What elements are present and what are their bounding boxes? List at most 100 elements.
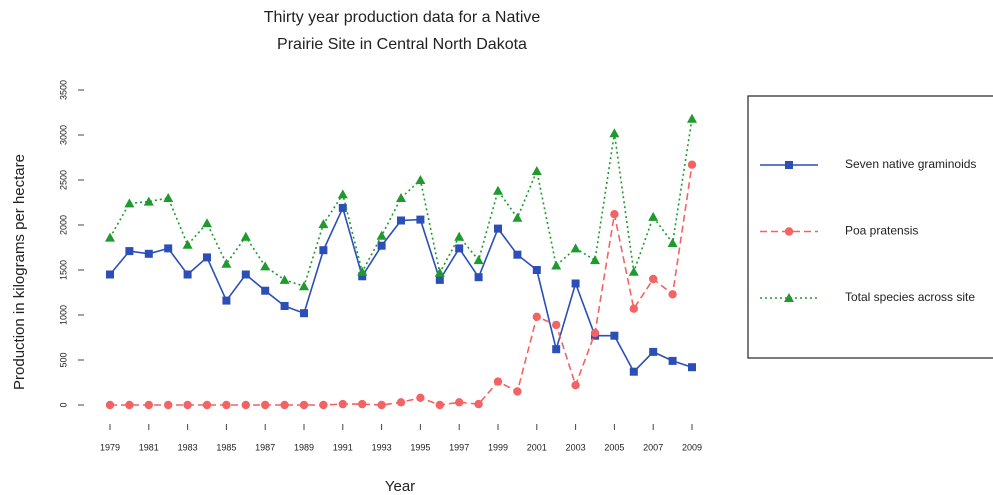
data-point: [667, 238, 678, 247]
data-point: [455, 398, 464, 407]
data-point: [163, 193, 174, 202]
y-tick-label: 1500: [58, 260, 68, 280]
data-point: [609, 128, 620, 138]
data-point: [280, 400, 289, 410]
data-point: [397, 216, 405, 225]
data-point: [125, 247, 134, 256]
chart-title: Prairie Site in Central North Dakota: [277, 36, 527, 53]
y-tick-label: 0: [58, 402, 68, 407]
legend-marker: [785, 161, 793, 169]
data-point: [221, 258, 232, 268]
y-tick-label: 2000: [58, 215, 68, 235]
data-point: [687, 113, 697, 123]
data-point: [124, 198, 135, 208]
legend-marker: [784, 227, 794, 236]
data-point: [494, 224, 502, 233]
data-point: [649, 347, 658, 356]
data-point: [357, 266, 368, 276]
data-point: [144, 249, 153, 258]
data-point: [493, 377, 503, 386]
data-point: [628, 266, 639, 276]
data-point: [144, 400, 153, 410]
x-tick-label: 1985: [216, 442, 236, 452]
data-point: [396, 193, 406, 202]
x-tick-label: 1993: [372, 442, 392, 452]
data-point: [649, 274, 658, 284]
data-point: [473, 255, 484, 265]
data-point: [222, 296, 231, 305]
data-point: [688, 363, 696, 372]
data-point: [493, 185, 503, 195]
x-tick-label: 1997: [449, 442, 469, 452]
data-point: [416, 215, 425, 224]
data-point: [474, 399, 483, 409]
data-point: [512, 212, 523, 222]
legend-label: Poa pratensis: [845, 224, 918, 238]
data-point: [474, 273, 483, 282]
x-tick-label: 1987: [255, 442, 275, 452]
data-point: [202, 400, 212, 410]
x-tick-label: 2003: [566, 442, 586, 452]
x-tick-label: 1995: [410, 442, 430, 452]
data-point: [183, 400, 192, 410]
y-tick-label: 2500: [58, 170, 68, 190]
data-point: [668, 356, 677, 365]
data-point: [105, 232, 115, 242]
data-point: [337, 189, 348, 199]
y-tick-label: 1000: [58, 305, 68, 325]
data-point: [668, 290, 677, 299]
data-point: [338, 203, 347, 212]
data-point: [299, 281, 309, 291]
data-point: [358, 399, 367, 409]
data-point: [279, 274, 290, 284]
data-point: [552, 345, 561, 354]
data-point: [319, 246, 328, 255]
legend-box: [747, 95, 993, 359]
data-point: [629, 304, 638, 313]
legend-marker: [784, 293, 794, 302]
data-point: [164, 400, 173, 410]
y-axis-label: Production in kilograms per hectare: [11, 154, 28, 390]
data-point: [377, 241, 386, 250]
y-tick-label: 500: [58, 352, 68, 367]
data-point: [416, 393, 425, 402]
data-point: [358, 272, 367, 281]
data-point: [183, 270, 192, 279]
x-tick-label: 1979: [100, 442, 120, 452]
data-point: [143, 196, 154, 206]
data-point: [202, 218, 212, 228]
data-point: [687, 160, 697, 169]
data-point: [396, 398, 406, 407]
data-point: [435, 400, 444, 410]
data-point: [338, 399, 347, 409]
data-point: [319, 400, 328, 410]
data-point: [454, 231, 465, 241]
data-point: [571, 279, 580, 288]
x-tick-label: 1989: [294, 442, 314, 452]
x-tick-label: 1991: [333, 442, 353, 452]
data-point: [571, 381, 580, 390]
data-point: [531, 166, 542, 175]
data-point: [629, 367, 638, 376]
data-point: [105, 400, 115, 410]
chart-title: Thirty year production data for a Native: [264, 9, 541, 26]
data-point: [203, 253, 211, 262]
x-tick-label: 1999: [488, 442, 508, 452]
x-tick-label: 2007: [643, 442, 663, 452]
data-point: [280, 302, 289, 310]
data-point: [299, 400, 309, 410]
data-point: [532, 266, 541, 274]
data-point: [610, 210, 619, 219]
data-point: [300, 309, 308, 318]
data-point: [182, 239, 193, 249]
data-point: [377, 400, 386, 410]
data-point: [532, 312, 541, 321]
data-point: [513, 250, 522, 259]
data-point: [222, 400, 231, 410]
legend-label: Seven native graminoids: [845, 157, 976, 171]
data-point: [318, 219, 329, 229]
data-point: [125, 400, 134, 410]
legend-label: Total species across site: [845, 290, 975, 304]
